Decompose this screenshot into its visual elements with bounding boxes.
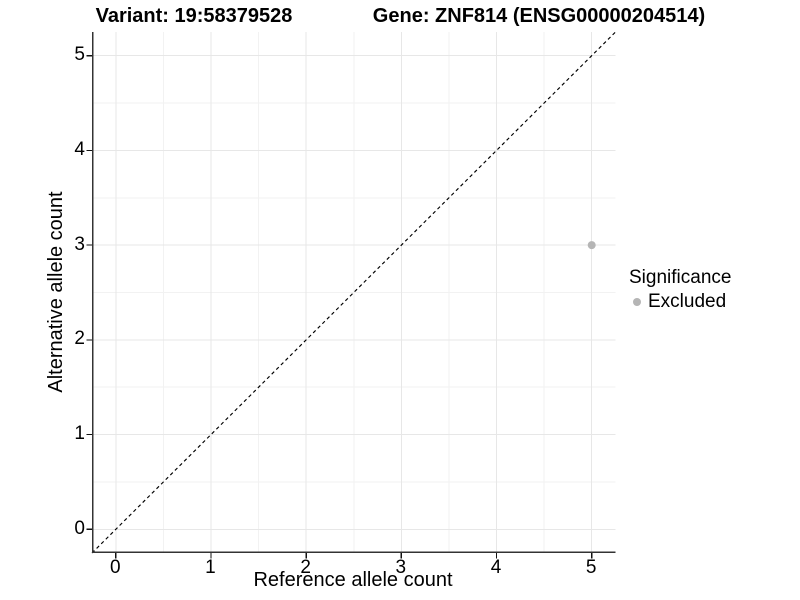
data-point xyxy=(587,240,596,249)
plot-canvas xyxy=(86,31,616,558)
x-tick-label: 2 xyxy=(300,557,311,578)
x-tick-label: 4 xyxy=(490,557,502,578)
gene-title: Gene: ZNF814 (ENSG00000204514) xyxy=(372,5,706,27)
x-tick-label: 3 xyxy=(395,557,407,578)
legend-item-excluded: Excluded xyxy=(629,290,731,314)
y-axis-title: Alternative allele count xyxy=(45,191,67,393)
y-tick-label: 0 xyxy=(74,517,85,539)
y-tick-label: 4 xyxy=(74,138,85,160)
legend-item-label: Excluded xyxy=(648,291,727,312)
x-tick-label: 1 xyxy=(205,557,216,578)
y-tick-label: 3 xyxy=(74,233,85,255)
legend: Significance Excluded xyxy=(629,266,731,314)
variant-title: Variant: 19:58379528 xyxy=(95,5,293,27)
x-tick-label: 5 xyxy=(585,557,597,578)
plot-panel xyxy=(86,31,616,558)
x-axis-title: Reference allele count xyxy=(253,569,453,591)
y-tick-label: 5 xyxy=(74,44,85,66)
y-tick-label: 2 xyxy=(74,328,85,350)
y-tick-label: 1 xyxy=(74,423,85,445)
x-tick-label: 0 xyxy=(109,557,121,578)
legend-point-icon xyxy=(633,298,641,306)
legend-title: Significance xyxy=(629,267,732,288)
